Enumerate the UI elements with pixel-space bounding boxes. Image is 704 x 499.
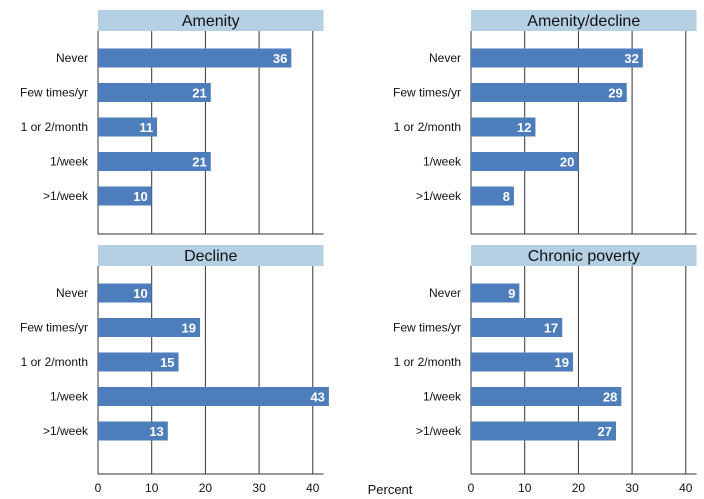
bar [471, 318, 563, 337]
data-label: 21 [192, 155, 206, 170]
bar [471, 421, 616, 441]
category-label: 1 or 2/month [21, 120, 88, 134]
data-label: 11 [139, 120, 153, 135]
panel-title-band [471, 10, 697, 31]
data-label: 12 [517, 120, 531, 135]
x-tick-label: 40 [679, 481, 693, 495]
chart-panel: Amenity 36 Never 21 Few times/yr 11 1 or 2/mon… [20, 10, 324, 235]
bar [471, 186, 514, 206]
bar [471, 283, 520, 303]
x-tick-label: 30 [625, 481, 639, 495]
data-label: 43 [310, 390, 324, 405]
bar [98, 48, 292, 68]
category-label: 1/week [423, 390, 462, 404]
data-label: 10 [133, 286, 147, 301]
panel-title-band [471, 245, 697, 266]
data-label: 15 [160, 355, 174, 370]
bar [98, 283, 152, 303]
category-label: 1/week [50, 390, 89, 404]
bar [98, 421, 168, 441]
category-label: >1/week [43, 424, 89, 438]
panel-title: Amenity [182, 13, 240, 30]
data-label: 8 [503, 189, 510, 204]
x-tick-label: 0 [468, 481, 475, 495]
category-label: >1/week [416, 424, 462, 438]
bar [471, 387, 622, 406]
data-label: 29 [608, 86, 622, 101]
data-label: 17 [544, 321, 558, 336]
panel-title-band [98, 245, 324, 266]
category-label: Never [429, 286, 461, 300]
data-label: 19 [182, 321, 196, 336]
data-label: 13 [149, 424, 163, 439]
data-label: 9 [508, 286, 515, 301]
chart-panel: Chronic poverty 9 Never 17 Few times/yr 19 1 o… [393, 245, 697, 495]
bar [471, 48, 643, 68]
bar [471, 352, 574, 372]
bar [98, 83, 211, 102]
bar [98, 117, 158, 137]
x-tick-label: 20 [572, 481, 586, 495]
panel-title-band [98, 10, 324, 31]
data-label: 19 [555, 355, 569, 370]
category-label: Never [56, 51, 88, 65]
data-label: 32 [624, 51, 638, 66]
bar [98, 186, 152, 206]
x-tick-label: 30 [252, 481, 266, 495]
chart-panel: Decline 10 Never 19 Few times/yr 15 1 or 2/mon… [20, 245, 329, 495]
data-label: 28 [603, 390, 617, 405]
category-label: Few times/yr [20, 86, 88, 100]
data-label: 36 [273, 51, 287, 66]
data-label: 21 [192, 86, 206, 101]
bar [471, 152, 579, 171]
bar [98, 152, 211, 171]
category-label: >1/week [416, 189, 462, 203]
panel-title: Decline [184, 248, 237, 265]
panel-title: Chronic poverty [528, 248, 640, 265]
category-label: Few times/yr [393, 321, 461, 335]
bar [471, 117, 536, 137]
x-tick-label: 40 [306, 481, 320, 495]
x-tick-label: 10 [518, 481, 532, 495]
panel-title: Amenity/decline [527, 13, 640, 30]
data-label: 10 [133, 189, 147, 204]
chart-panel: Amenity/decline 32 Never 29 Few times/yr 12 1 … [393, 10, 697, 235]
data-label: 20 [560, 155, 574, 170]
category-label: 1 or 2/month [21, 355, 88, 369]
x-tick-label: 10 [145, 481, 159, 495]
bar [471, 83, 627, 102]
bar [98, 352, 179, 372]
x-tick-label: 0 [95, 481, 102, 495]
bar [98, 387, 329, 406]
category-label: 1 or 2/month [394, 355, 461, 369]
category-label: Never [429, 51, 461, 65]
category-label: >1/week [43, 189, 89, 203]
x-axis-label: Percent [368, 482, 413, 497]
category-label: 1 or 2/month [394, 120, 461, 134]
category-label: 1/week [423, 155, 462, 169]
category-label: 1/week [50, 155, 89, 169]
x-tick-label: 20 [199, 481, 213, 495]
category-label: Few times/yr [393, 86, 461, 100]
category-label: Few times/yr [20, 321, 88, 335]
bar [98, 318, 201, 337]
data-label: 27 [598, 424, 612, 439]
category-label: Never [56, 286, 88, 300]
